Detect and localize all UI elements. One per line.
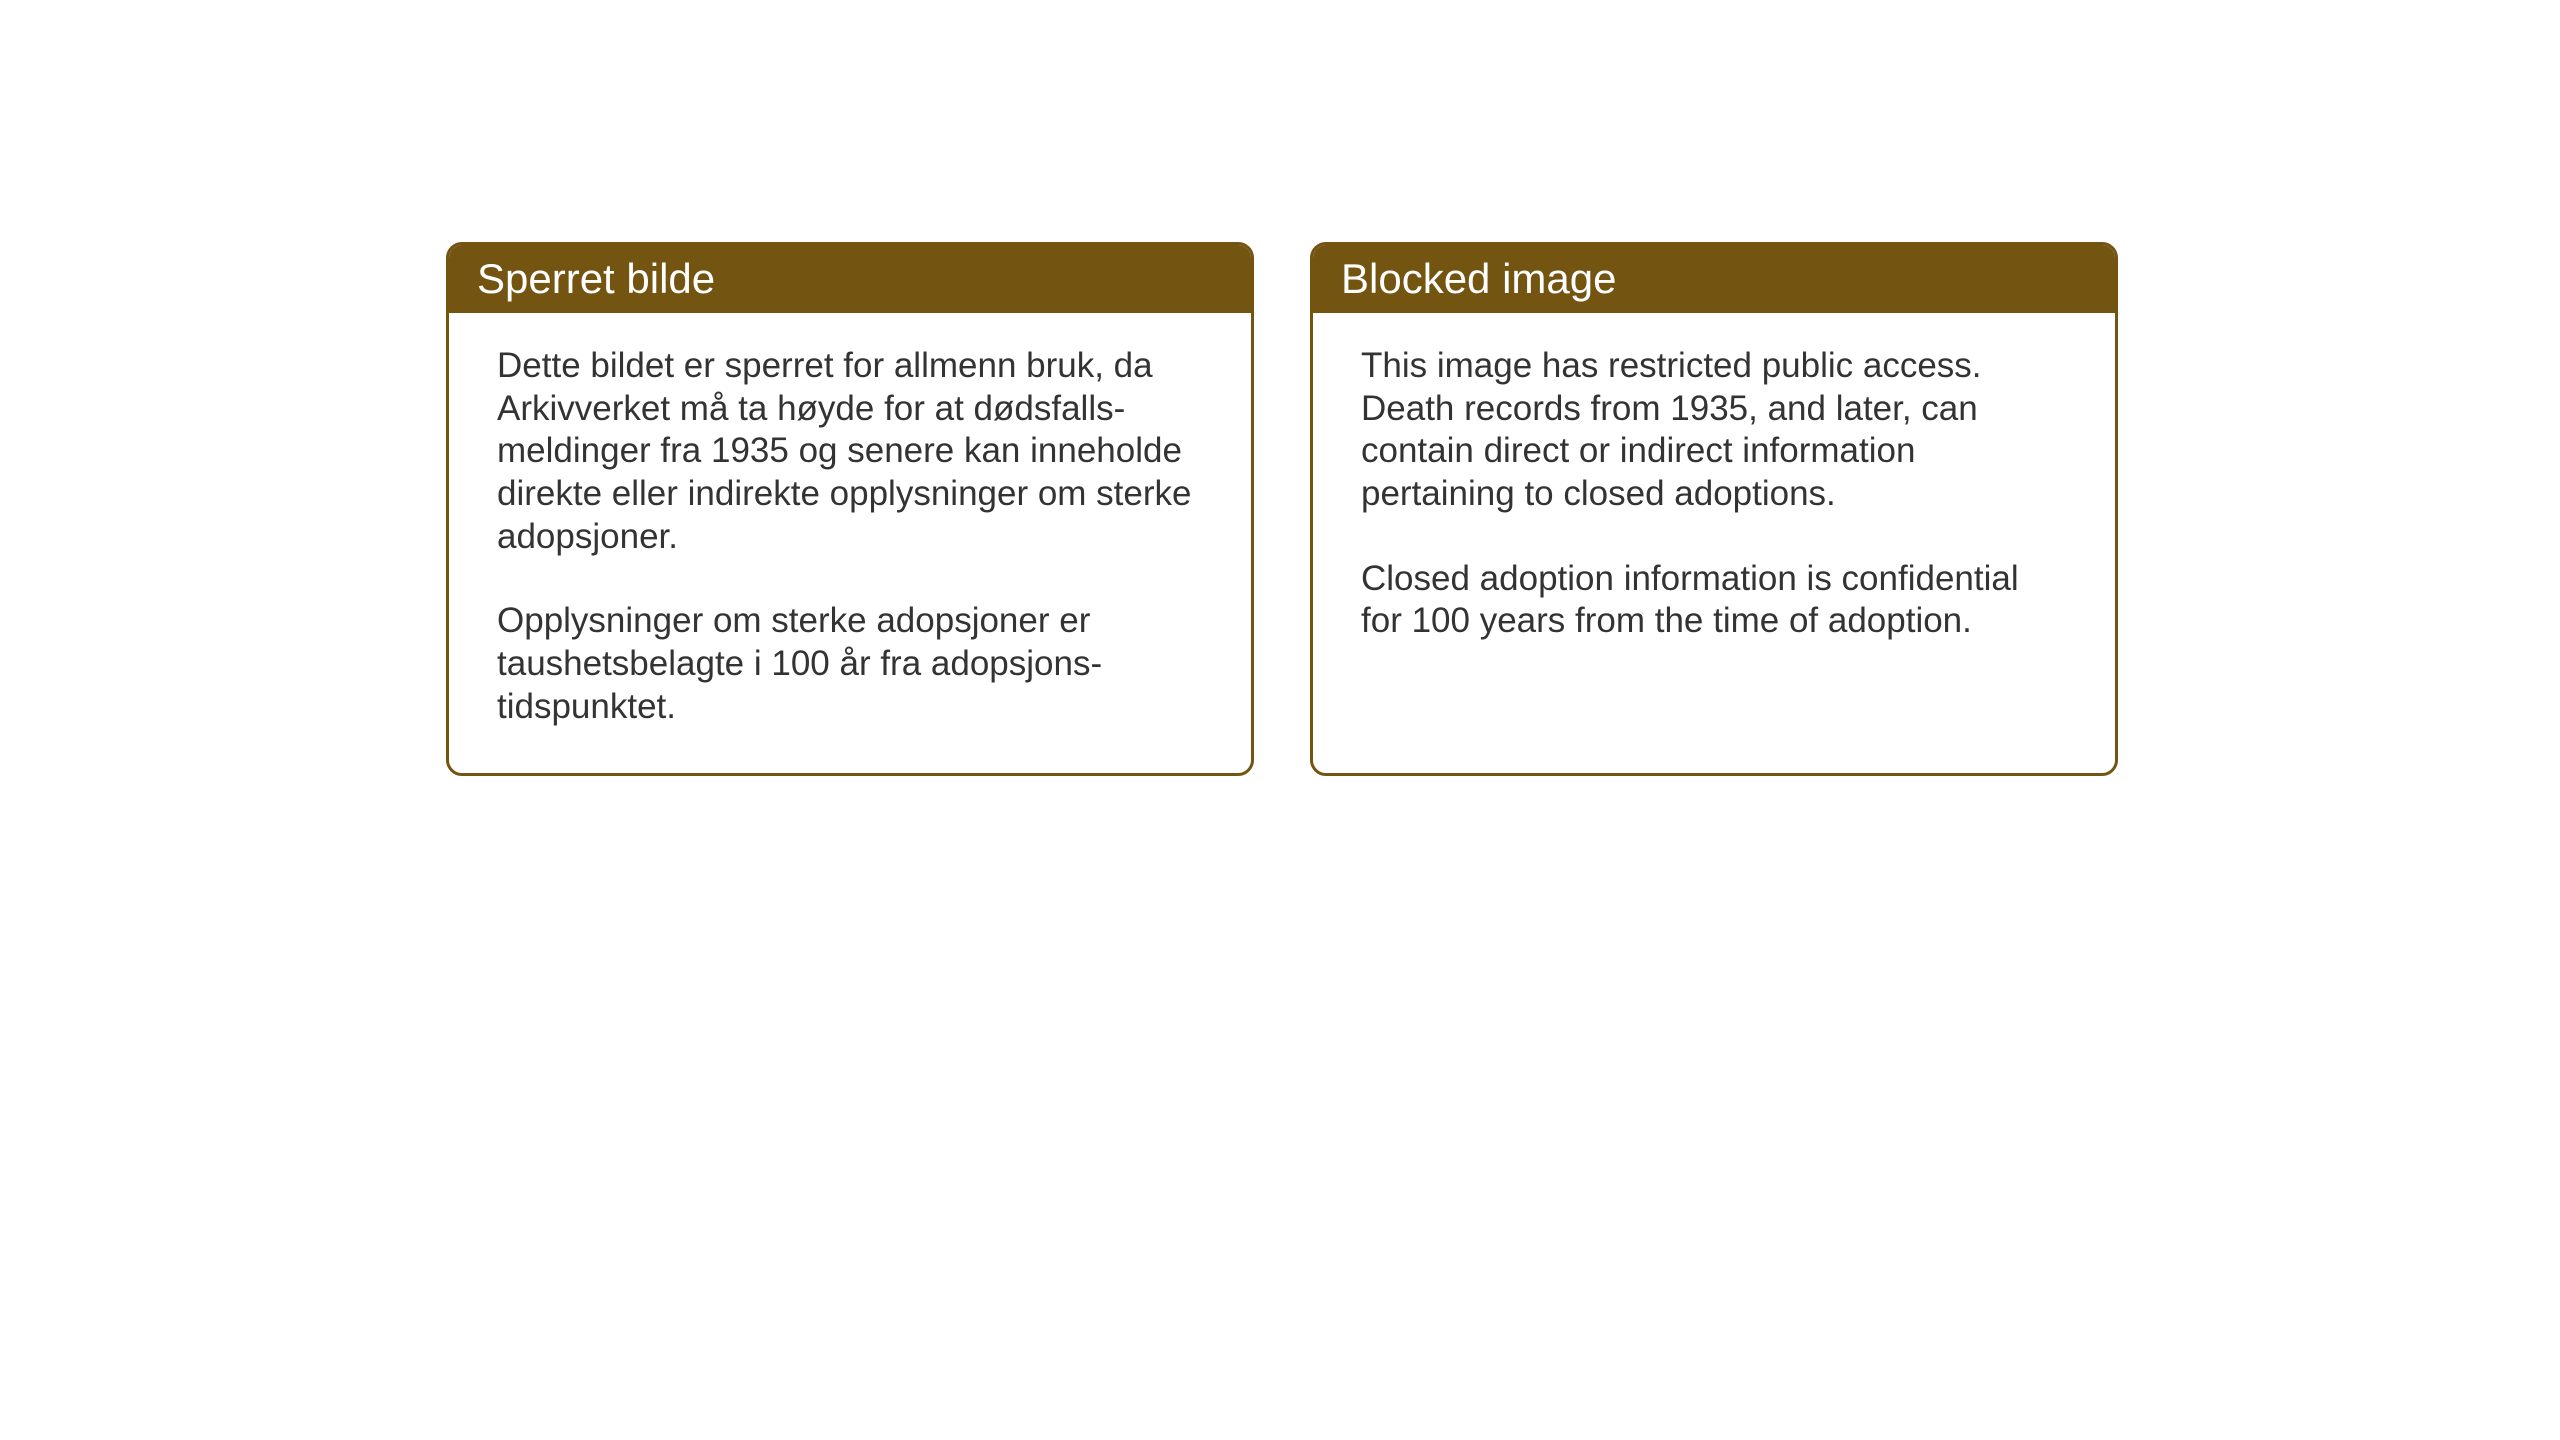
notice-paragraph: Closed adoption information is confident… bbox=[1361, 558, 2067, 643]
notice-title-english: Blocked image bbox=[1313, 245, 2115, 313]
notice-body-english: This image has restricted public access.… bbox=[1313, 313, 2115, 687]
notice-paragraph: Dette bildet er sperret for allmenn bruk… bbox=[497, 345, 1203, 558]
notice-body-norwegian: Dette bildet er sperret for allmenn bruk… bbox=[449, 313, 1251, 773]
notice-container: Sperret bilde Dette bildet er sperret fo… bbox=[446, 242, 2118, 776]
notice-card-english: Blocked image This image has restricted … bbox=[1310, 242, 2118, 776]
notice-paragraph: This image has restricted public access.… bbox=[1361, 345, 2067, 516]
notice-card-norwegian: Sperret bilde Dette bildet er sperret fo… bbox=[446, 242, 1254, 776]
notice-paragraph: Opplysninger om sterke adopsjoner er tau… bbox=[497, 600, 1203, 728]
notice-title-norwegian: Sperret bilde bbox=[449, 245, 1251, 313]
